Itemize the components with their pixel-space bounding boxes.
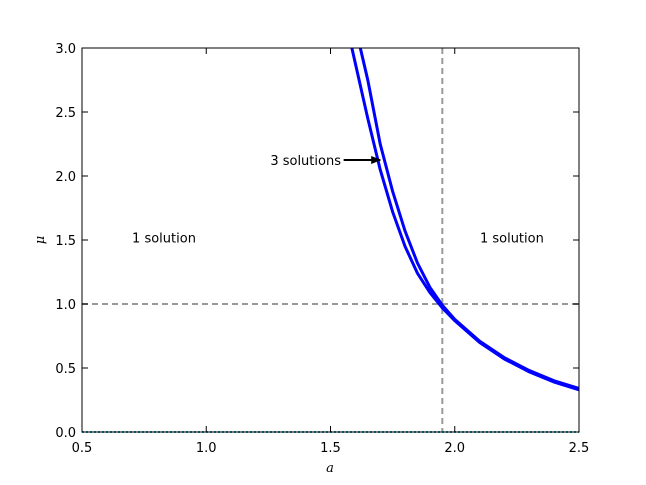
x-tick-label: 2.5 <box>569 441 590 456</box>
curve <box>358 48 579 390</box>
y-tick-label: 1.0 <box>55 298 76 313</box>
y-tick-label: 2.5 <box>55 106 76 121</box>
y-axis-label: μ <box>33 236 48 244</box>
y-tick-label: 3.0 <box>55 42 76 57</box>
y-tick-label: 2.0 <box>55 170 76 185</box>
x-axis-label: a <box>326 461 334 476</box>
x-tick-label: 1.0 <box>196 441 217 456</box>
curve <box>350 48 579 392</box>
x-tick-label: 0.5 <box>72 441 93 456</box>
annotation: 1 solution <box>480 231 544 246</box>
y-tick-label: 0.5 <box>55 362 76 377</box>
x-tick-label: 2.0 <box>444 441 465 456</box>
annotation: 3 solutions <box>270 154 341 169</box>
x-tick-label: 1.5 <box>320 441 341 456</box>
y-tick-label: 1.5 <box>55 234 76 249</box>
y-tick-label: 0.0 <box>55 426 76 441</box>
annotation: 1 solution <box>132 231 196 246</box>
